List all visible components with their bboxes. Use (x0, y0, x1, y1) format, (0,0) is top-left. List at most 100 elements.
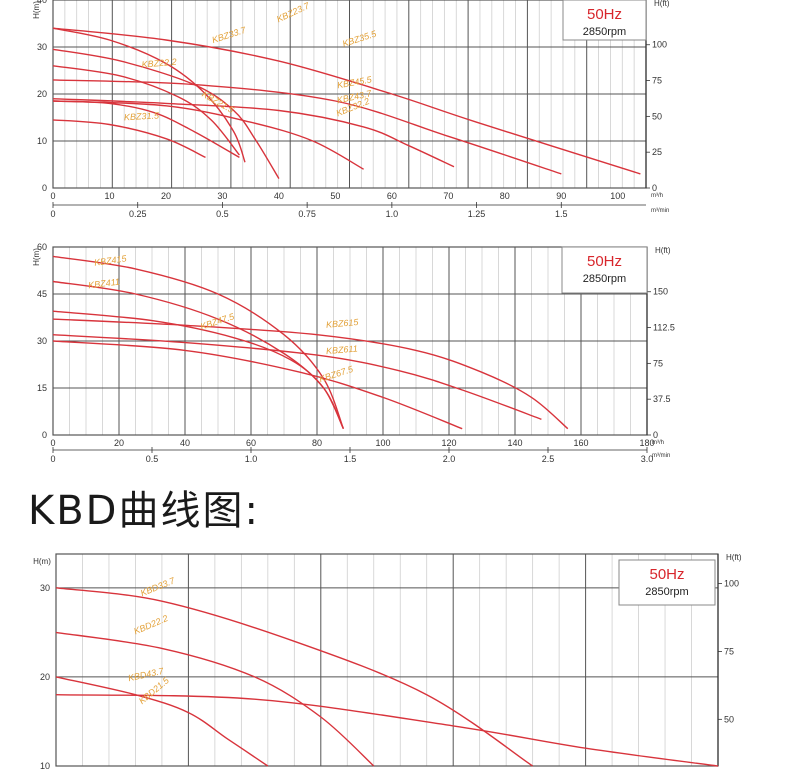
y2-tick-label: 37.5 (653, 394, 671, 404)
y-tick-label: 0 (42, 183, 47, 193)
x-tick-label: 60 (246, 438, 256, 448)
y-tick-label: 60 (37, 242, 47, 252)
curve-label: KBZ67.5 (318, 364, 355, 385)
x-tick-label: 100 (610, 191, 625, 201)
x2-unit-label: m³/min (652, 453, 670, 459)
x2-tick-label: 1.0 (386, 209, 399, 219)
curve-label: KBZ615 (326, 317, 360, 330)
y2-tick-label: 100 (724, 579, 739, 589)
y-tick-label: 45 (37, 289, 47, 299)
curve-label: KBD33.7 (139, 575, 177, 598)
x2-tick-label: 3.0 (641, 454, 654, 464)
pump-curve-kbz32-2 (52, 100, 364, 170)
curve-label: KBZ411 (88, 277, 121, 291)
y-tick-label: 40 (37, 0, 47, 5)
x2-tick-label: 1.0 (245, 454, 258, 464)
x-tick-label: 120 (441, 438, 456, 448)
speed-label: 2850rpm (645, 586, 688, 598)
x-tick-label: 0 (50, 191, 55, 201)
pump-curve-kbz43-7 (52, 98, 455, 168)
pump-curve-kbz33-7 (52, 48, 280, 179)
chart-kbz-small: 0 10 20 30 40 0 10 20 30 40 50 60 70 80 90 100 0 0.25 0.5 0… (32, 0, 670, 219)
speed-box (561, 246, 648, 294)
x-tick-label: 100 (375, 438, 390, 448)
x-tick-label: 80 (312, 438, 322, 448)
pump-curve-kbz35-5 (52, 27, 641, 175)
curve-label: KBZ22.2 (141, 57, 177, 70)
curve-label: KBZ611 (326, 343, 359, 356)
y-tick-label: 0 (42, 430, 47, 440)
y-tick-label: 20 (40, 672, 50, 682)
pump-curve-kbz615 (52, 318, 569, 430)
kbd-curve-heading: KBD曲线图: (28, 488, 260, 534)
x2-tick-label: 0.5 (146, 454, 159, 464)
x-tick-label: 20 (114, 438, 124, 448)
chart-kbd: 10 20 30 50 75 100 H(m) H(ft) 50Hz 2850rpm KBD33.7… (33, 553, 742, 771)
y-tick-label: 20 (37, 89, 47, 99)
pump-curve-kbz31-5 (52, 119, 206, 159)
y2-tick-label: 50 (652, 111, 662, 121)
y-tick-label: 10 (40, 761, 50, 771)
y2-tick-label: 0 (653, 430, 658, 440)
y2-tick-label: 112.5 (653, 323, 675, 333)
speed-box (618, 559, 716, 606)
x-tick-label: 50 (330, 191, 340, 201)
curve-label: KBZ415 (93, 253, 128, 268)
x2-tick-label: 0.5 (216, 209, 229, 219)
y-tick-label: 30 (37, 42, 47, 52)
speed-label: 2850rpm (583, 26, 626, 38)
y-tick-label: 15 (37, 383, 47, 393)
pump-curve-kbz47-5 (52, 310, 345, 430)
curve-label: KBZ31.5 (124, 110, 160, 122)
x2-tick-label: 0 (50, 454, 55, 464)
pump-curve-kbd22-2 (55, 631, 375, 767)
pump-curve-kbz611 (52, 334, 542, 420)
curve-label: KBZ23.7 (275, 0, 312, 24)
x2-tick-label: 1.5 (555, 209, 568, 219)
x-tick-label: 140 (507, 438, 522, 448)
x2-tick-label: 0.75 (298, 209, 316, 219)
frequency-label: 50Hz (587, 6, 622, 23)
x-tick-label: 40 (274, 191, 284, 201)
x2-tick-label: 1.25 (468, 209, 486, 219)
x2-tick-label: 2.5 (542, 454, 555, 464)
x-tick-label: 160 (573, 438, 588, 448)
frequency-label: 50Hz (587, 253, 622, 270)
curve-label: KBD22.2 (132, 613, 169, 636)
x-tick-label: 40 (180, 438, 190, 448)
frequency-label: 50Hz (649, 566, 684, 583)
x-tick-label: 90 (556, 191, 566, 201)
y2-tick-label: 150 (653, 287, 668, 297)
x-tick-label: 30 (217, 191, 227, 201)
x-tick-label: 80 (500, 191, 510, 201)
y-axis-title: H(m) (32, 248, 41, 266)
y2-tick-label: 100 (652, 40, 667, 50)
x-tick-label: 10 (104, 191, 114, 201)
pump-curve-kbz45-5 (52, 79, 562, 175)
pump-curve-kbz23-7 (52, 27, 246, 163)
y2-tick-label: 25 (652, 147, 662, 157)
pump-curve-kbz67-5 (52, 340, 463, 430)
pump-curve-kbd21-5 (55, 676, 269, 767)
x2-tick-label: 0 (50, 209, 55, 219)
pump-curve-kbd33-7 (55, 587, 533, 767)
y2-tick-label: 75 (724, 646, 734, 656)
pump-curve-kbz22-2 (52, 65, 240, 156)
y-axis-title: H(m) (33, 557, 51, 566)
pump-curve-kbz21-5 (52, 100, 240, 159)
y2-tick-label: 0 (652, 183, 657, 193)
y-tick-label: 30 (37, 336, 47, 346)
pump-curve-kbd43-7 (55, 694, 719, 767)
x-tick-label: 0 (50, 438, 55, 448)
pump-curve-kbz411 (52, 280, 345, 430)
x-tick-label: 20 (161, 191, 171, 201)
y-axis-title: H(m) (32, 1, 41, 19)
y2-axis-title: H(ft) (655, 246, 671, 255)
x2-tick-label: 1.5 (344, 454, 357, 464)
y2-tick-label: 50 (724, 714, 734, 724)
x-tick-label: 180 (639, 438, 654, 448)
x2-unit-label: m³/min (651, 208, 669, 214)
y-tick-label: 30 (40, 583, 50, 593)
x2-tick-label: 0.25 (129, 209, 147, 219)
x-tick-label: 60 (387, 191, 397, 201)
